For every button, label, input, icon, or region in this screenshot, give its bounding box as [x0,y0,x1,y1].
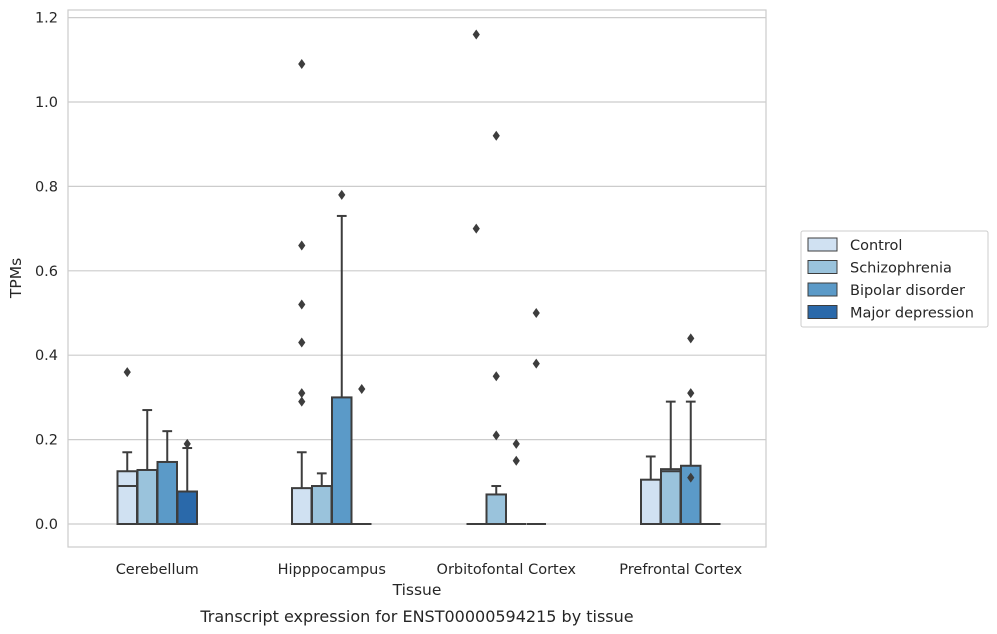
box-body [660,468,682,526]
box-body [640,478,662,526]
boxes [116,214,721,526]
box-body [136,468,158,526]
chart-caption: Transcript expression for ENST0000059421… [199,607,633,626]
outlier-point [298,299,306,310]
outlier-point [512,438,520,449]
y-tick-label: 1.0 [35,95,58,111]
outlier-point [183,438,191,449]
x-tick-label: Orbitofontal Cortex [437,562,577,578]
y-tick-label: 0.0 [35,517,58,533]
box-body [116,470,138,525]
outlier-point [492,371,500,382]
x-axis-ticks: Cerebellum Hipppocampus Orbitofontal Corte… [116,562,743,578]
box-1-2 [331,214,353,525]
box-2-1 [485,485,507,525]
legend-swatch [807,260,838,274]
outlier-point [298,240,306,251]
outlier-point [298,337,306,348]
box-1-0 [291,451,313,526]
box-body [156,460,178,526]
box-0-1 [136,409,158,526]
y-axis-ticks: 0.0 0.2 0.4 0.6 0.8 1.0 1.2 [35,11,58,533]
outliers [123,29,695,483]
y-axis-label: TPMs [7,258,25,299]
y-tick-label: 0.4 [35,348,58,364]
box-body [311,485,333,525]
y-tick-label: 0.8 [35,179,58,195]
legend: Control Schizophrenia Bipolar disorder Majo… [800,230,989,328]
outlier-point [687,388,695,399]
legend-swatch [807,282,838,297]
outlier-point [512,455,520,466]
box-body [331,396,353,525]
y-tick-label: 1.2 [35,11,58,27]
outlier-point [298,388,306,399]
legend-label: Major depression [850,306,974,322]
plot-frame [67,9,767,548]
legend-swatch [807,305,838,319]
box-3-1 [660,400,682,526]
box-body [291,487,313,526]
outlier-point [123,367,131,378]
outlier-point [472,29,480,40]
box-0-3 [176,447,198,526]
outlier-point [687,333,695,344]
outlier-point [338,189,346,200]
outlier-point [492,130,500,141]
outlier-point [298,396,306,407]
legend-label: Bipolar disorder [850,283,965,299]
outlier-point [532,308,540,318]
outlier-point [532,358,540,369]
box-3-0 [640,455,662,526]
box-body [485,493,507,525]
legend-label: Schizophrenia [850,261,952,277]
box-0-2 [156,430,178,526]
x-tick-label: Prefrontal Cortex [619,562,742,578]
legend-frame [800,230,989,328]
x-tick-label: Hipppocampus [278,562,386,578]
outlier-point [298,59,306,70]
y-tick-label: 0.6 [35,264,58,280]
x-tick-label: Cerebellum [116,562,199,578]
box-0-0 [116,451,138,525]
legend-swatch [807,237,838,252]
box-body [176,490,198,526]
box-3-2 [680,400,702,526]
grid-lines [68,17,766,525]
legend-label: Control [850,238,902,254]
outlier-point [358,383,366,394]
outlier-point [687,472,695,483]
y-tick-label: 0.2 [35,433,58,449]
outlier-point [492,430,500,441]
box-1-1 [311,472,333,525]
outlier-point [472,223,480,234]
x-axis-label: Tissue [392,581,442,599]
